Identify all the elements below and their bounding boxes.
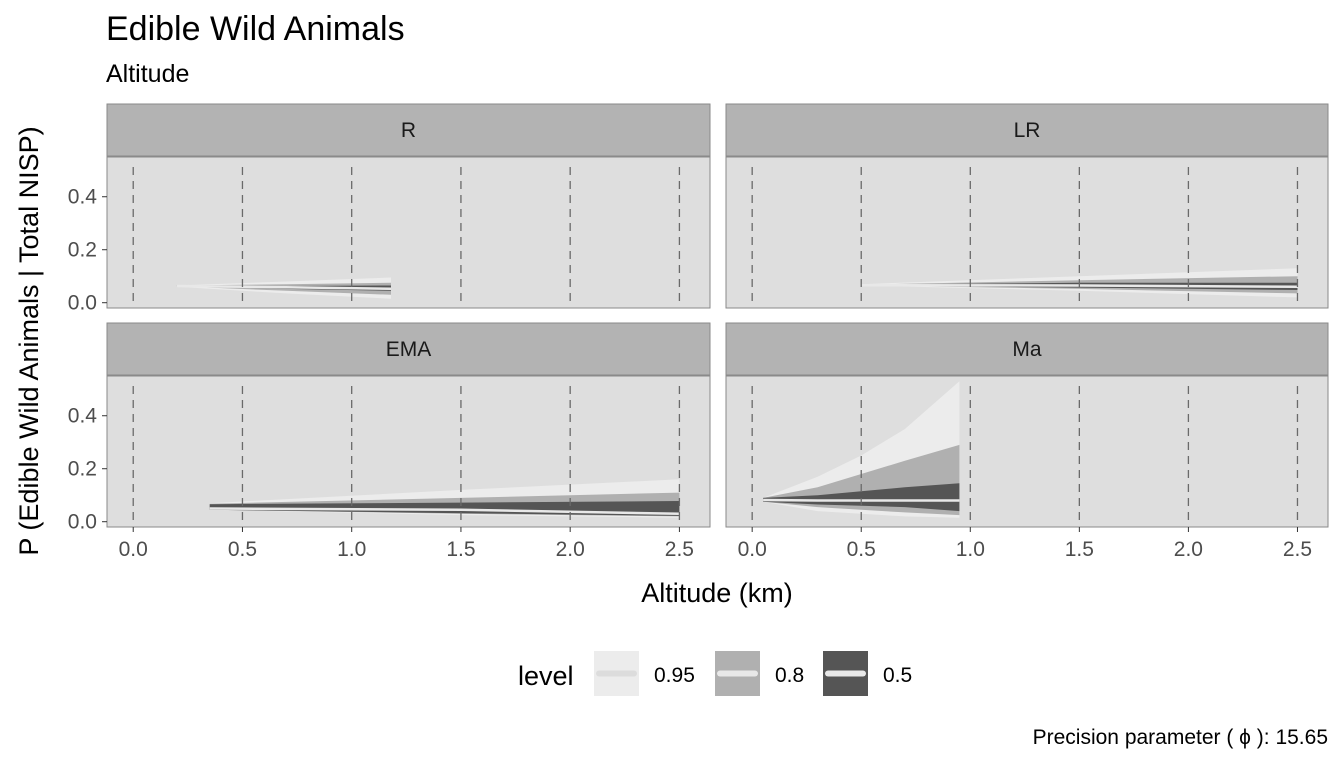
facet-strip-label: Ma (1012, 338, 1041, 361)
x-tick-label: 0.5 (228, 538, 257, 561)
facet-lr: LR (725, 103, 1329, 309)
x-tick-label: 2.0 (1174, 538, 1203, 561)
band-50 (763, 483, 960, 512)
facet-strip-label: LR (1014, 119, 1041, 142)
x-axis-title: Altitude (km) (641, 578, 793, 608)
panel-background (106, 156, 711, 309)
y-tick-label: 0.2 (68, 239, 97, 262)
x-tick-label: 1.5 (1065, 538, 1094, 561)
legend-title: level (518, 661, 574, 691)
facet-panels: R 0.0 0.2 0.4 LR EMA 0.0 0.2 0.4 0.0 0.5 1.0 1.5 2.0 2… (68, 103, 1329, 561)
caption: Precision parameter ( ϕ ): 15.65 (1033, 726, 1328, 749)
facet-strip (106, 322, 711, 376)
facet-strip-label: EMA (386, 338, 432, 361)
facet-strip (725, 103, 1329, 157)
x-tick-label: 0.0 (738, 538, 767, 561)
chart-title: Edible Wild Animals (106, 10, 405, 48)
x-tick-label: 0.0 (119, 538, 148, 561)
legend-label: 0.95 (654, 664, 695, 687)
median-line (176, 284, 392, 290)
chart-subtitle: Altitude (106, 60, 189, 88)
y-tick-label: 0.0 (68, 292, 97, 315)
y-axis-title: P (Edible Wild Animals | Total NISP) (14, 126, 44, 555)
x-tick-label: 1.0 (337, 538, 366, 561)
y-tick-label: 0.0 (68, 511, 97, 534)
x-tick-label: 2.5 (665, 538, 694, 561)
y-tick-label: 0.4 (68, 405, 98, 428)
facet-r: R 0.0 0.2 0.4 (68, 103, 711, 315)
y-tick-label: 0.4 (68, 186, 98, 209)
x-tick-label: 2.0 (556, 538, 585, 561)
facet-ma: Ma 0.0 0.5 1.0 1.5 2.0 2.5 (725, 322, 1329, 561)
facet-strip-label: R (401, 119, 416, 142)
x-tick-label: 0.5 (847, 538, 876, 561)
facet-ema: EMA 0.0 0.2 0.4 0.0 0.5 1.0 1.5 2.0 2.5 (68, 322, 711, 561)
legend: level 0.95 0.8 0.5 (518, 651, 912, 696)
x-tick-label: 2.5 (1283, 538, 1312, 561)
median-line (209, 507, 680, 516)
facet-strip (725, 322, 1329, 376)
facet-strip (106, 103, 711, 157)
legend-label: 0.8 (775, 664, 804, 687)
legend-label: 0.5 (883, 664, 912, 687)
x-tick-label: 1.5 (446, 538, 475, 561)
x-tick-label: 1.0 (956, 538, 985, 561)
y-tick-label: 0.2 (68, 458, 97, 481)
